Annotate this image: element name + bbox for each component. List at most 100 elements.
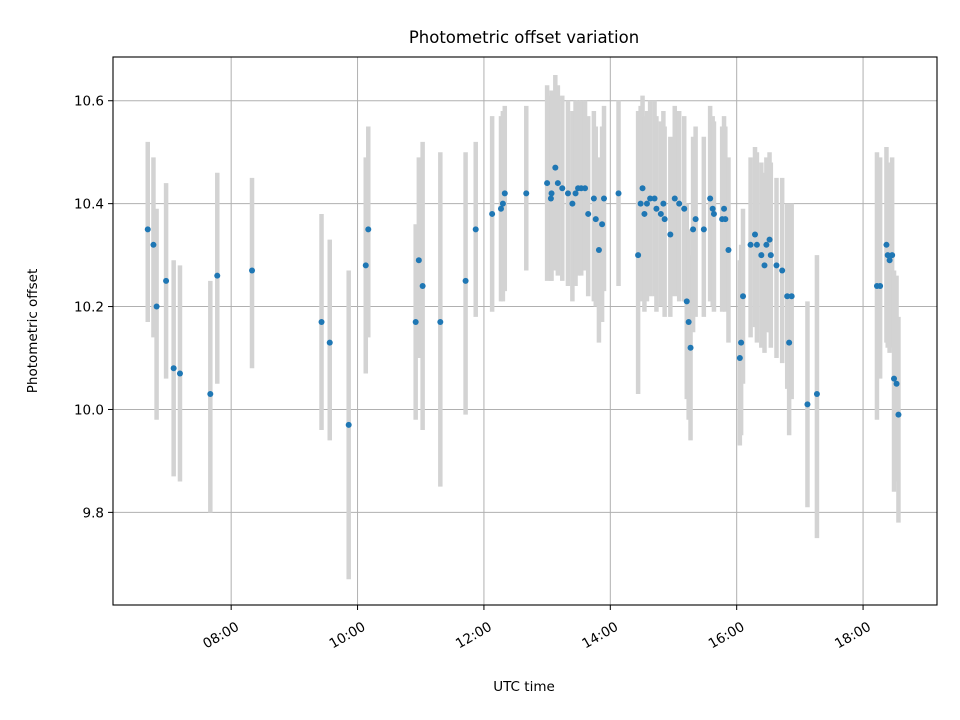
data-point: [150, 241, 157, 248]
data-point: [592, 216, 599, 223]
data-point: [676, 200, 683, 207]
data-point: [758, 252, 765, 259]
data-points: [144, 164, 902, 428]
data-point: [365, 226, 372, 233]
data-point: [412, 318, 419, 325]
data-point: [437, 318, 444, 325]
data-point: [766, 236, 773, 243]
data-point: [647, 195, 654, 202]
data-point: [657, 210, 664, 217]
y-tick-label: 10.6: [74, 94, 104, 110]
data-point: [895, 411, 902, 418]
data-point: [883, 241, 890, 248]
data-point: [747, 241, 754, 248]
data-point: [788, 293, 795, 300]
data-point: [345, 421, 352, 428]
data-point: [687, 344, 694, 351]
data-point: [667, 231, 674, 238]
data-point: [497, 205, 504, 212]
data-point: [779, 267, 786, 274]
data-point: [893, 380, 900, 387]
data-point: [685, 318, 692, 325]
plot-frame: [112, 56, 938, 606]
data-point: [599, 221, 606, 228]
data-point: [590, 195, 597, 202]
data-point: [153, 303, 160, 310]
data-point: [170, 365, 177, 372]
data-point: [564, 190, 571, 197]
y-tick-label: 10.0: [74, 402, 104, 418]
data-point: [707, 195, 714, 202]
data-point: [569, 200, 576, 207]
data-point: [544, 180, 551, 187]
data-point: [700, 226, 707, 233]
data-point: [641, 210, 648, 217]
data-point: [552, 164, 559, 171]
data-point: [752, 231, 759, 238]
data-point: [653, 205, 660, 212]
data-point: [761, 262, 768, 269]
data-point: [813, 391, 820, 398]
data-point: [643, 200, 650, 207]
data-point: [763, 241, 770, 248]
data-point: [559, 185, 566, 192]
data-point: [725, 246, 732, 253]
axis-ticks: 08:00 10:00 12:00 14:00 16:00 18:009.810.010.…: [74, 94, 874, 652]
data-point: [877, 282, 884, 289]
data-point: [753, 241, 760, 248]
data-point: [501, 190, 508, 197]
data-point: [144, 226, 151, 233]
data-point: [738, 339, 745, 346]
data-point: [595, 246, 602, 253]
data-point: [681, 205, 688, 212]
data-point: [615, 190, 622, 197]
y-axis-label: Photometric offset: [25, 269, 41, 393]
data-point: [891, 375, 898, 382]
chart-title: Photometric offset variation: [409, 28, 639, 47]
data-point: [499, 200, 506, 207]
data-point: [722, 216, 729, 223]
data-point: [489, 210, 496, 217]
data-point: [767, 252, 774, 259]
data-point: [651, 195, 658, 202]
data-point: [690, 226, 697, 233]
data-point: [804, 401, 811, 408]
data-point: [249, 267, 256, 274]
data-point: [884, 252, 891, 259]
data-point: [554, 180, 561, 187]
data-point: [585, 210, 592, 217]
data-point: [692, 216, 699, 223]
data-point: [214, 272, 221, 279]
data-point: [637, 200, 644, 207]
data-point: [710, 210, 717, 217]
data-point: [660, 200, 667, 207]
data-point: [740, 293, 747, 300]
data-point: [572, 190, 579, 197]
data-point: [600, 195, 607, 202]
data-point: [721, 205, 728, 212]
data-point: [886, 257, 893, 264]
data-point: [635, 252, 642, 259]
data-point: [547, 195, 554, 202]
x-axis-label: UTC time: [493, 679, 555, 695]
data-point: [548, 190, 555, 197]
data-point: [671, 195, 678, 202]
data-point: [415, 257, 422, 264]
data-point: [639, 185, 646, 192]
data-point: [176, 370, 183, 377]
data-point: [784, 293, 791, 300]
data-point: [472, 226, 479, 233]
data-point: [582, 185, 589, 192]
data-point: [889, 252, 896, 259]
data-point: [661, 216, 668, 223]
data-point: [773, 262, 780, 269]
data-point: [318, 318, 325, 325]
data-point: [326, 339, 333, 346]
data-point: [419, 282, 426, 289]
data-point: [709, 205, 716, 212]
data-point: [523, 190, 530, 197]
data-point: [362, 262, 369, 269]
